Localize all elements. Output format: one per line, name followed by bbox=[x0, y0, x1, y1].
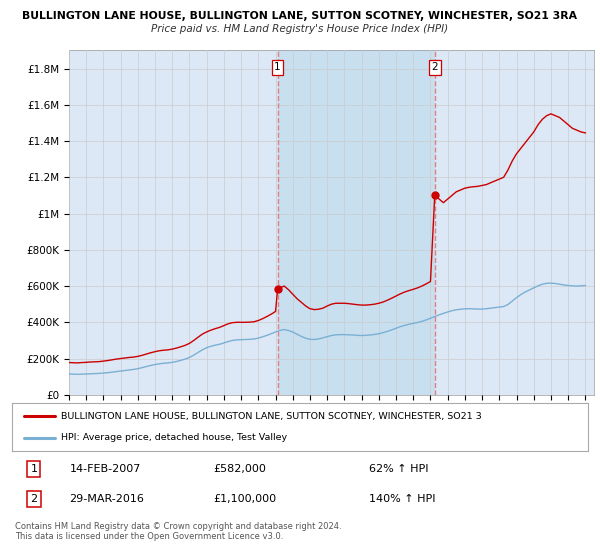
Text: HPI: Average price, detached house, Test Valley: HPI: Average price, detached house, Test… bbox=[61, 433, 287, 442]
Text: 14-FEB-2007: 14-FEB-2007 bbox=[70, 464, 141, 474]
Text: 29-MAR-2016: 29-MAR-2016 bbox=[70, 494, 145, 503]
Text: £582,000: £582,000 bbox=[214, 464, 266, 474]
Bar bbox=[278, 50, 435, 395]
Text: 1: 1 bbox=[31, 464, 37, 474]
Text: 140% ↑ HPI: 140% ↑ HPI bbox=[369, 494, 436, 503]
Text: 2: 2 bbox=[431, 63, 438, 72]
Text: BULLINGTON LANE HOUSE, BULLINGTON LANE, SUTTON SCOTNEY, WINCHESTER, SO21 3RA: BULLINGTON LANE HOUSE, BULLINGTON LANE, … bbox=[23, 11, 577, 21]
Text: Contains HM Land Registry data © Crown copyright and database right 2024.
This d: Contains HM Land Registry data © Crown c… bbox=[15, 522, 341, 542]
Text: BULLINGTON LANE HOUSE, BULLINGTON LANE, SUTTON SCOTNEY, WINCHESTER, SO21 3: BULLINGTON LANE HOUSE, BULLINGTON LANE, … bbox=[61, 412, 482, 421]
Text: Price paid vs. HM Land Registry's House Price Index (HPI): Price paid vs. HM Land Registry's House … bbox=[151, 24, 449, 34]
Text: 62% ↑ HPI: 62% ↑ HPI bbox=[369, 464, 428, 474]
Text: £1,100,000: £1,100,000 bbox=[214, 494, 277, 503]
Text: 1: 1 bbox=[274, 63, 281, 72]
Text: 2: 2 bbox=[31, 494, 37, 503]
